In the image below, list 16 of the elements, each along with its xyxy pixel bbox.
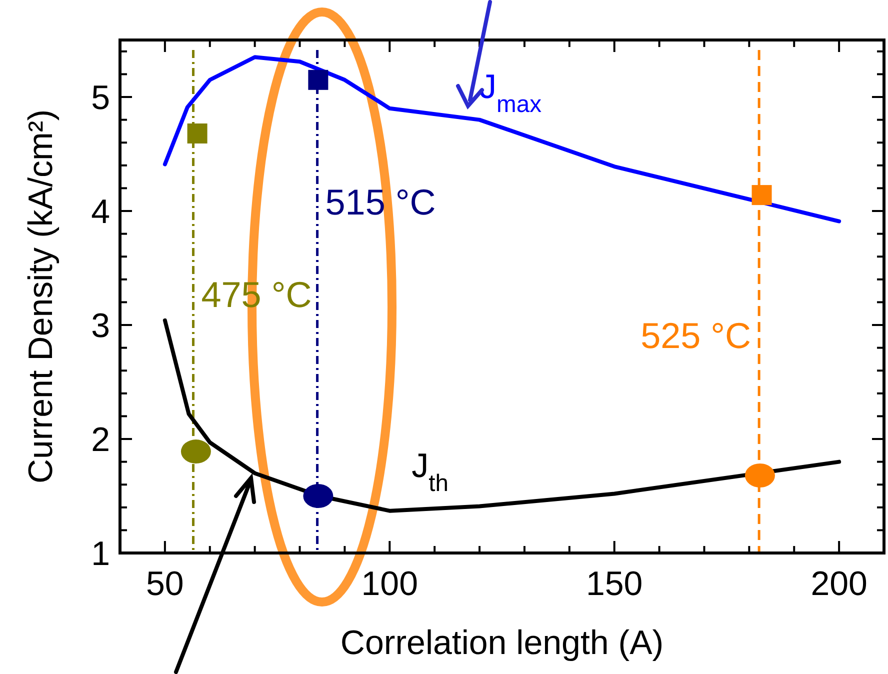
x-tick-label: 150 — [586, 565, 643, 603]
x-tick-label: 50 — [146, 565, 184, 603]
x-tick-label: 200 — [810, 565, 868, 603]
series-label: J$_{th}$ — [412, 446, 449, 496]
line-series — [162, 55, 842, 224]
y-axis-title: Current Density (kA/cm²) — [22, 109, 60, 484]
y-tick-label: 5 — [91, 79, 110, 117]
line-series — [162, 318, 842, 513]
x-axis-title: Correlation length (A) — [340, 624, 664, 662]
x-tick-label: 100 — [361, 565, 418, 603]
y-tick-label: 4 — [91, 193, 110, 231]
series-label: J$_{max}$ — [480, 68, 542, 118]
y-tick-label: 2 — [91, 421, 110, 459]
ref-line-label: 525 °C — [640, 314, 752, 356]
y-tick-label: 1 — [91, 535, 110, 573]
y-tick-label: 3 — [91, 307, 110, 345]
